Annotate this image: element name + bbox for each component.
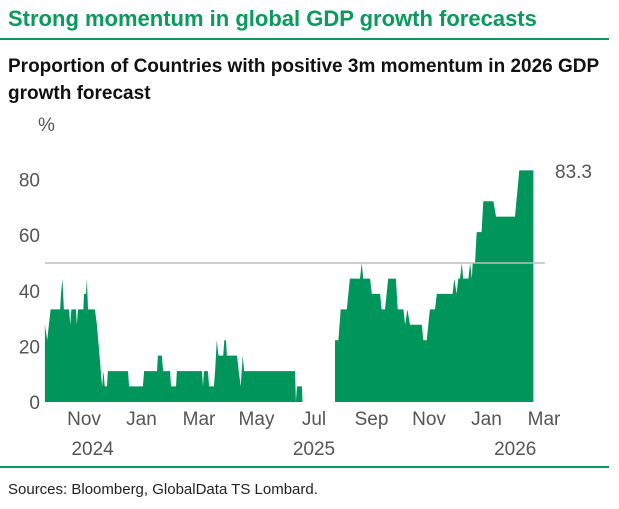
source-note: Sources: Bloomberg, GlobalData TS Lombar… [8, 481, 318, 498]
last-value-label: 83.3 [555, 162, 592, 183]
y-tick-label: 40 [19, 282, 40, 303]
area-segment-2 [335, 170, 534, 402]
x-tick-label: Jan [471, 409, 502, 430]
chart-title: Strong momentum in global GDP growth for… [8, 6, 537, 31]
x-tick-label: Mar [528, 409, 561, 430]
x-tick-label: Nov [412, 409, 446, 430]
x-tick-label: Jul [302, 409, 326, 430]
chart-subtitle: Proportion of Countries with positive 3m… [8, 56, 599, 104]
area-segment-1 [44, 278, 303, 402]
y-tick-label: 0 [29, 393, 40, 414]
x-year-label: 2024 [71, 439, 114, 460]
y-tick-label: 80 [19, 171, 40, 192]
x-tick-label: Jan [126, 409, 157, 430]
bottom-divider [0, 466, 609, 468]
top-divider [0, 38, 609, 40]
y-axis-unit-label: % [38, 115, 55, 136]
x-year-label: 2026 [494, 439, 536, 460]
x-tick-label: May [239, 409, 275, 430]
x-tick-label: Nov [67, 409, 101, 430]
x-tick-label: Sep [355, 409, 389, 430]
x-tick-label: Mar [183, 409, 216, 430]
y-tick-label: 20 [19, 337, 40, 358]
x-year-label: 2025 [293, 439, 335, 460]
y-tick-label: 60 [19, 226, 40, 247]
